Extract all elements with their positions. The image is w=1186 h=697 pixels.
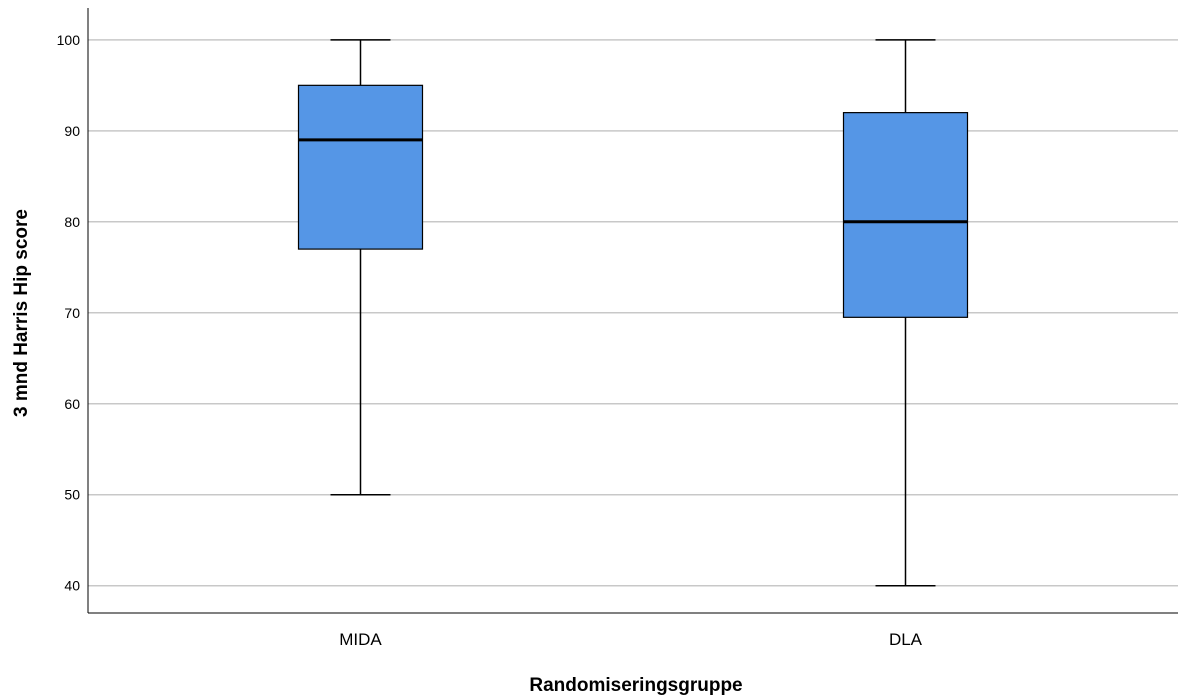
y-axis-title: 3 mnd Harris Hip score: [11, 209, 32, 417]
y-tick-label-80: 80: [64, 214, 80, 230]
x-tick-label-dla: DLA: [889, 630, 923, 649]
grid-lines: [88, 39, 1178, 587]
x-axis-title: Randomiseringsgruppe: [529, 675, 742, 696]
iqr-box-dla: [842, 112, 969, 318]
iqr-box-mida: [297, 84, 424, 250]
y-tick-label-90: 90: [64, 123, 80, 139]
box-dla: [842, 39, 969, 587]
y-tick-label-40: 40: [64, 578, 80, 594]
axes: [87, 8, 1178, 614]
y-tick-label-50: 50: [64, 487, 80, 503]
box-mida: [297, 39, 424, 496]
y-tick-label-70: 70: [64, 305, 80, 321]
boxes: [297, 39, 969, 587]
x-tick-label-mida: MIDA: [339, 630, 382, 649]
labels: 3 mnd Harris Hip score Randomiseringsgru…: [11, 32, 923, 696]
y-tick-label-60: 60: [64, 396, 80, 412]
y-tick-label-100: 100: [57, 32, 81, 48]
